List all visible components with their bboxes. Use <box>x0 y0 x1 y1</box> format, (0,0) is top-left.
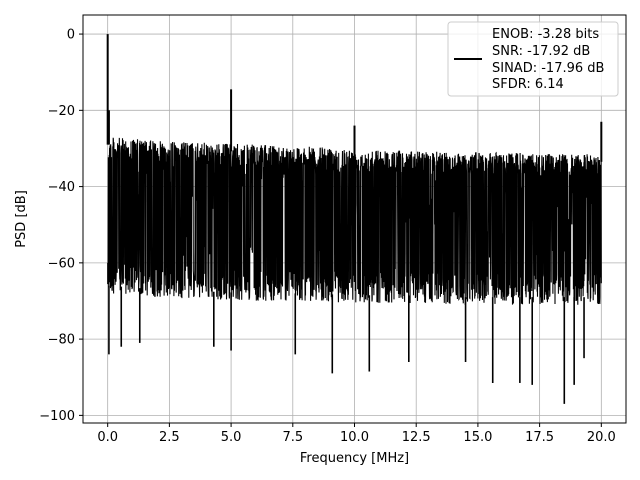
x-tick-label: 15.0 <box>463 430 492 445</box>
y-tick-label: −40 <box>48 180 75 195</box>
psd-series <box>106 34 603 404</box>
axis-ticks: 0.0 2.5 5.0 7.5 10.0 12.5 15.0 17.5 20.0 0 −20 −40 −… <box>39 28 616 445</box>
x-axis-title: Frequency [MHz] <box>300 451 409 466</box>
y-tick-label: −60 <box>48 256 75 271</box>
legend: ENOB: -3.28 bits SNR: -17.92 dB SINAD: -… <box>447 21 619 97</box>
y-tick-label: 0 <box>67 28 75 43</box>
x-tick-label: 20.0 <box>587 430 616 445</box>
x-tick-label: 7.5 <box>282 430 303 445</box>
legend-line-snr: SNR: -17.92 dB <box>492 44 590 59</box>
legend-line-enob: ENOB: -3.28 bits <box>492 27 599 42</box>
legend-box <box>447 21 619 97</box>
x-tick-label: 10.0 <box>340 430 369 445</box>
y-tick-label: −100 <box>39 409 75 424</box>
y-axis-title: PSD [dB] <box>14 190 29 248</box>
legend-line-sfdr: SFDR: 6.14 <box>492 77 564 92</box>
x-tick-label: 12.5 <box>402 430 431 445</box>
y-tick-label: −20 <box>48 104 75 119</box>
x-tick-label: 2.5 <box>159 430 180 445</box>
x-tick-label: 0.0 <box>97 430 118 445</box>
x-tick-label: 5.0 <box>221 430 242 445</box>
x-tick-label: 17.5 <box>525 430 554 445</box>
psd-noise-floor <box>107 137 602 305</box>
legend-line-sinad: SINAD: -17.96 dB <box>492 61 604 76</box>
y-tick-label: −80 <box>48 333 75 348</box>
